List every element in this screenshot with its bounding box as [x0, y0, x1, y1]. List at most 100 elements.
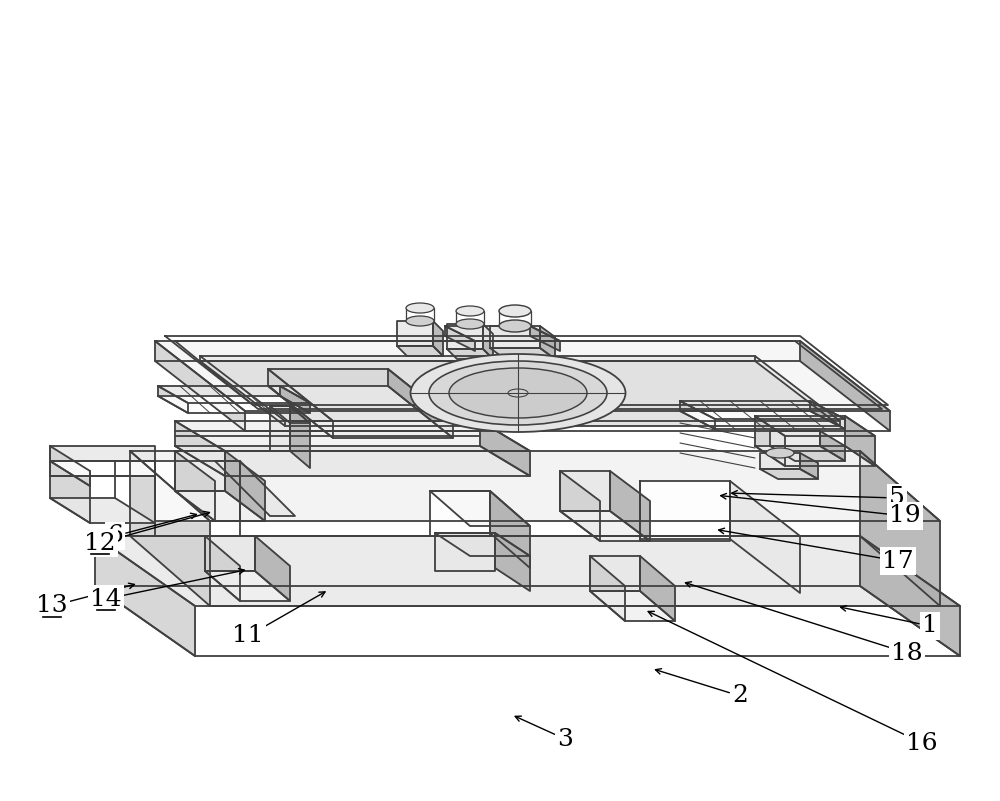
- Text: 2: 2: [732, 685, 748, 707]
- Polygon shape: [158, 396, 310, 413]
- Polygon shape: [435, 533, 495, 571]
- Polygon shape: [205, 536, 240, 601]
- Polygon shape: [770, 431, 820, 446]
- Ellipse shape: [411, 354, 626, 432]
- Text: 13: 13: [36, 594, 68, 618]
- Polygon shape: [800, 453, 818, 479]
- Polygon shape: [268, 386, 453, 438]
- Polygon shape: [483, 324, 493, 359]
- Text: 12: 12: [84, 532, 116, 554]
- Ellipse shape: [766, 448, 794, 458]
- Polygon shape: [130, 451, 940, 521]
- Polygon shape: [640, 556, 675, 621]
- Polygon shape: [860, 536, 960, 656]
- Polygon shape: [290, 406, 310, 468]
- Polygon shape: [800, 341, 890, 431]
- Polygon shape: [175, 421, 530, 451]
- Polygon shape: [860, 451, 940, 606]
- Ellipse shape: [499, 305, 531, 317]
- Polygon shape: [560, 471, 610, 511]
- Polygon shape: [175, 421, 225, 476]
- Polygon shape: [215, 461, 295, 516]
- Polygon shape: [388, 369, 453, 438]
- Polygon shape: [155, 341, 890, 411]
- Polygon shape: [50, 461, 90, 523]
- Polygon shape: [205, 536, 255, 571]
- Polygon shape: [445, 326, 475, 351]
- Polygon shape: [435, 533, 530, 556]
- Polygon shape: [95, 536, 960, 606]
- Ellipse shape: [456, 319, 484, 329]
- Polygon shape: [730, 481, 800, 593]
- Polygon shape: [540, 326, 555, 359]
- Ellipse shape: [499, 320, 531, 332]
- Polygon shape: [560, 511, 650, 541]
- Polygon shape: [640, 481, 730, 541]
- Polygon shape: [430, 491, 490, 536]
- Polygon shape: [610, 471, 650, 541]
- Polygon shape: [225, 451, 265, 521]
- Polygon shape: [397, 321, 433, 346]
- Polygon shape: [95, 536, 195, 656]
- Polygon shape: [200, 361, 840, 426]
- Polygon shape: [50, 446, 90, 486]
- Polygon shape: [430, 491, 530, 526]
- Ellipse shape: [429, 361, 607, 425]
- Polygon shape: [433, 321, 443, 356]
- Text: 1: 1: [922, 614, 938, 638]
- Text: 19: 19: [889, 505, 921, 528]
- Polygon shape: [175, 491, 265, 521]
- Polygon shape: [158, 386, 188, 413]
- Polygon shape: [755, 446, 875, 466]
- Text: 6: 6: [107, 525, 123, 548]
- Polygon shape: [590, 591, 675, 621]
- Polygon shape: [760, 453, 800, 469]
- Polygon shape: [447, 324, 483, 349]
- Polygon shape: [268, 369, 453, 421]
- Polygon shape: [397, 346, 443, 356]
- Polygon shape: [490, 348, 555, 359]
- Polygon shape: [590, 556, 640, 591]
- Polygon shape: [255, 536, 290, 601]
- Polygon shape: [560, 471, 600, 541]
- Polygon shape: [205, 571, 290, 601]
- Polygon shape: [770, 446, 845, 461]
- Polygon shape: [50, 446, 155, 461]
- Polygon shape: [130, 451, 210, 606]
- Polygon shape: [155, 461, 240, 521]
- Text: 5: 5: [889, 486, 905, 509]
- Polygon shape: [175, 451, 215, 521]
- Polygon shape: [680, 401, 715, 429]
- Ellipse shape: [456, 306, 484, 316]
- Ellipse shape: [406, 303, 434, 313]
- Text: 18: 18: [891, 642, 923, 665]
- Ellipse shape: [508, 389, 528, 397]
- Polygon shape: [755, 416, 785, 466]
- Polygon shape: [155, 341, 245, 431]
- Polygon shape: [158, 386, 310, 403]
- Polygon shape: [268, 369, 333, 438]
- Polygon shape: [445, 326, 560, 341]
- Text: 17: 17: [882, 549, 914, 573]
- Polygon shape: [50, 461, 155, 476]
- Polygon shape: [280, 386, 310, 413]
- Text: 14: 14: [90, 587, 122, 610]
- Polygon shape: [680, 411, 845, 429]
- Polygon shape: [270, 406, 290, 451]
- Polygon shape: [810, 401, 845, 429]
- Ellipse shape: [449, 368, 587, 418]
- Polygon shape: [820, 431, 845, 461]
- Text: 16: 16: [906, 731, 938, 755]
- Polygon shape: [270, 406, 310, 423]
- Text: 11: 11: [232, 625, 264, 647]
- Polygon shape: [755, 416, 875, 436]
- Polygon shape: [490, 326, 540, 348]
- Polygon shape: [490, 491, 530, 568]
- Polygon shape: [530, 326, 560, 351]
- Polygon shape: [680, 401, 845, 419]
- Polygon shape: [590, 556, 625, 621]
- Polygon shape: [200, 356, 840, 421]
- Polygon shape: [50, 498, 155, 523]
- Polygon shape: [175, 451, 225, 491]
- Polygon shape: [447, 349, 493, 359]
